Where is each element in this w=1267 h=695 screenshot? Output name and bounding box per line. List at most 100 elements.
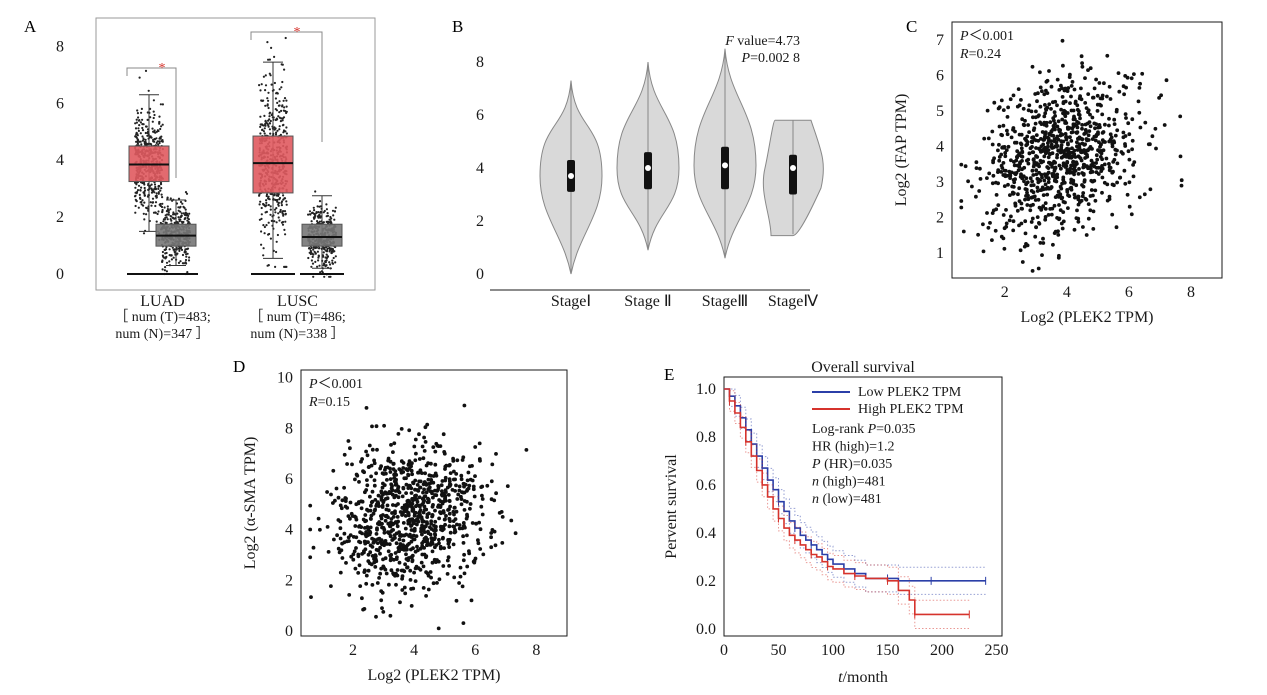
data-point xyxy=(1059,155,1064,160)
data-point xyxy=(173,217,176,220)
data-point xyxy=(280,86,283,89)
data-point xyxy=(374,471,378,476)
data-point xyxy=(990,129,995,134)
data-point xyxy=(427,485,432,490)
data-point xyxy=(1079,198,1084,203)
data-point xyxy=(429,474,433,478)
data-point xyxy=(275,131,278,134)
data-point xyxy=(1178,114,1183,119)
data-point xyxy=(1092,164,1097,169)
data-point xyxy=(283,210,287,213)
data-point xyxy=(351,535,356,539)
data-point xyxy=(331,468,336,473)
data-point xyxy=(1080,61,1084,65)
data-point xyxy=(346,439,351,443)
data-point xyxy=(1049,185,1054,190)
data-point xyxy=(1043,135,1047,140)
data-point xyxy=(468,506,472,511)
data-point xyxy=(1046,180,1051,185)
data-point xyxy=(1109,135,1114,140)
data-point xyxy=(138,193,141,196)
data-point xyxy=(1017,186,1022,191)
data-point xyxy=(270,46,273,50)
data-point xyxy=(465,533,469,538)
data-point xyxy=(1043,103,1047,107)
data-point xyxy=(1131,174,1136,179)
data-point xyxy=(1007,169,1012,174)
data-point xyxy=(314,260,317,263)
data-point xyxy=(418,479,423,484)
data-point xyxy=(1002,168,1007,173)
data-point xyxy=(141,118,144,121)
data-point xyxy=(152,99,155,102)
data-point xyxy=(1047,69,1051,73)
data-point xyxy=(140,200,143,204)
data-point xyxy=(1017,132,1022,137)
data-point xyxy=(1040,175,1044,180)
data-point xyxy=(166,196,169,199)
data-point xyxy=(458,574,463,579)
data-point xyxy=(264,104,267,107)
data-point xyxy=(447,477,452,481)
data-point xyxy=(157,192,160,195)
significance-star: * xyxy=(159,61,166,76)
x-tick-label: 6 xyxy=(1125,284,1133,301)
r-label: R xyxy=(308,395,318,410)
violin-median-dot xyxy=(722,162,728,169)
data-point xyxy=(400,494,405,499)
data-point xyxy=(431,480,436,485)
box-tumor xyxy=(252,135,294,194)
data-point xyxy=(180,214,183,217)
data-point xyxy=(421,456,426,461)
data-point xyxy=(143,201,146,204)
data-point xyxy=(390,484,394,489)
data-point xyxy=(400,505,405,510)
data-point xyxy=(152,110,155,113)
data-point xyxy=(1006,182,1010,187)
data-point xyxy=(1044,107,1048,111)
data-point xyxy=(456,492,461,497)
data-point xyxy=(266,264,269,267)
data-point xyxy=(1083,101,1088,105)
data-point xyxy=(404,532,409,537)
data-point xyxy=(404,506,409,511)
data-point xyxy=(380,485,385,490)
data-point xyxy=(260,230,263,233)
data-point xyxy=(1179,183,1184,188)
data-point xyxy=(1069,180,1073,185)
data-point xyxy=(422,487,426,492)
data-point xyxy=(1081,173,1086,177)
f-annotation: F value=4.73 xyxy=(724,34,800,49)
data-point xyxy=(1063,165,1068,169)
data-point xyxy=(392,557,396,562)
data-point xyxy=(489,531,494,535)
data-point xyxy=(1049,107,1053,111)
data-point xyxy=(420,502,425,507)
data-point xyxy=(143,218,146,221)
data-point xyxy=(1088,170,1093,175)
data-point xyxy=(1069,163,1073,168)
data-point xyxy=(1066,206,1070,211)
data-point xyxy=(283,197,286,200)
data-point xyxy=(524,448,529,452)
data-point xyxy=(180,212,183,215)
data-point xyxy=(423,425,428,430)
data-point xyxy=(166,218,169,221)
data-point xyxy=(1037,221,1041,225)
data-point xyxy=(1097,81,1102,85)
data-point xyxy=(151,127,154,130)
data-point xyxy=(1055,144,1060,148)
data-point xyxy=(1121,84,1126,89)
data-point xyxy=(1107,162,1111,166)
y-tick-label: 0.0 xyxy=(696,621,716,638)
data-point xyxy=(161,140,164,143)
y-tick-label: 6 xyxy=(936,67,944,84)
data-point xyxy=(987,171,992,176)
data-point xyxy=(157,210,160,213)
y-tick-label: 1 xyxy=(936,245,944,262)
data-point xyxy=(462,508,467,512)
data-point xyxy=(414,504,418,509)
data-point xyxy=(1058,133,1063,138)
data-point xyxy=(279,210,282,213)
data-point xyxy=(447,511,452,516)
